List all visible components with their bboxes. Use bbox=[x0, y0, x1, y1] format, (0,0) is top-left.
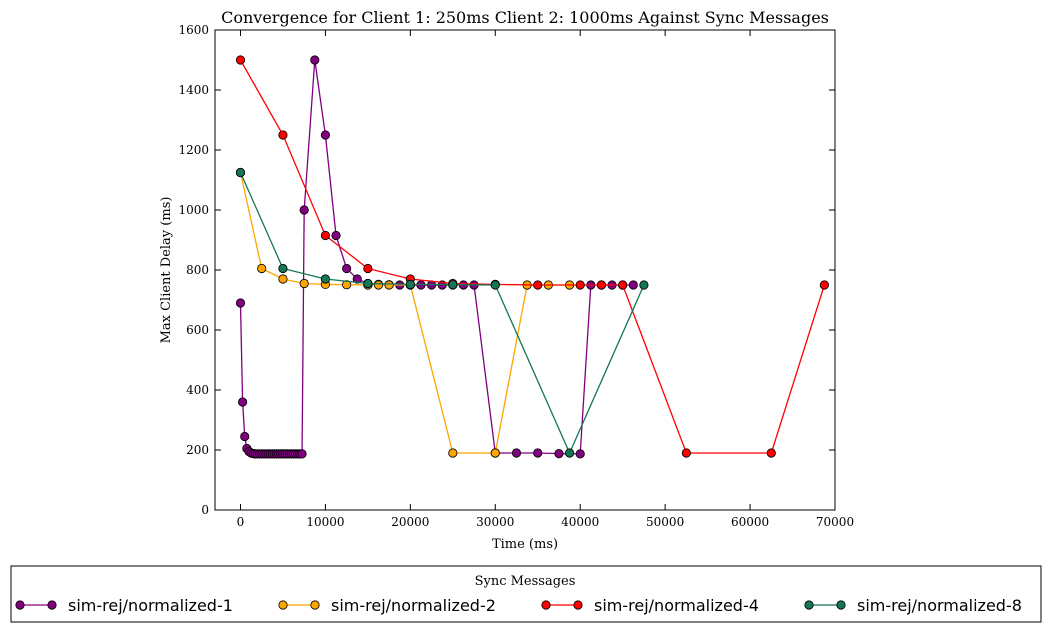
legend-marker bbox=[15, 600, 25, 610]
data-point-sim-rej-normalized-4 bbox=[596, 280, 607, 290]
data-point-sim-rej-normalized-8 bbox=[363, 278, 373, 289]
data-point-sim-rej-normalized-2 bbox=[448, 448, 458, 458]
plot-frame bbox=[214, 29, 836, 511]
y-tick-label: 800 bbox=[186, 263, 209, 277]
y-tick-label: 200 bbox=[186, 443, 209, 457]
data-point-sim-rej-normalized-2 bbox=[384, 280, 394, 290]
data-point-sim-rej-normalized-4 bbox=[320, 230, 331, 241]
x-tick-label: 70000 bbox=[816, 515, 854, 529]
legend-item-sim-rej-normalized-4: sim-rej/normalized-4 bbox=[541, 596, 759, 615]
y-axis: 0 200 400 600 800 1000 1200 1400 1600 bbox=[178, 23, 835, 517]
data-point-sim-rej-normalized-4 bbox=[278, 130, 288, 140]
legend-marker bbox=[541, 600, 551, 610]
legend-item-sim-rej-normalized-8: sim-rej/normalized-8 bbox=[804, 596, 1022, 615]
legend-label: sim-rej/normalized-2 bbox=[331, 596, 496, 615]
legend-marker bbox=[310, 600, 320, 610]
data-point-sim-rej-normalized-2 bbox=[257, 263, 267, 274]
data-point-sim-rej-normalized-4 bbox=[618, 280, 628, 290]
y-tick-label: 1400 bbox=[178, 83, 209, 97]
chart-title: Convergence for Client 1: 250ms Client 2… bbox=[221, 8, 829, 27]
data-point-sim-rej-normalized-2 bbox=[342, 280, 352, 290]
x-tick-label: 40000 bbox=[561, 515, 599, 529]
legend-box bbox=[10, 565, 1042, 623]
data-point-sim-rej-normalized-8 bbox=[235, 167, 246, 178]
data-point-sim-rej-normalized-1 bbox=[628, 280, 638, 290]
series-line-sim-rej-normalized-4 bbox=[239, 59, 825, 454]
data-point-sim-rej-normalized-4 bbox=[235, 55, 246, 65]
legend-marker bbox=[804, 600, 814, 610]
series-sim-rej-normalized-2 bbox=[235, 167, 575, 458]
data-point-sim-rej-normalized-8 bbox=[320, 274, 331, 284]
legend-item-sim-rej-normalized-2: sim-rej/normalized-2 bbox=[278, 596, 496, 615]
legend-label: sim-rej/normalized-4 bbox=[594, 596, 759, 615]
x-tick-label: 30000 bbox=[476, 515, 514, 529]
x-tick-label: 10000 bbox=[306, 515, 344, 529]
data-point-sim-rej-normalized-1 bbox=[342, 263, 352, 274]
x-tick-label: 60000 bbox=[731, 515, 769, 529]
y-axis-label: Max Client Delay (ms) bbox=[159, 197, 174, 344]
x-axis-label: Time (ms) bbox=[492, 537, 558, 552]
y-tick-label: 1600 bbox=[178, 23, 209, 37]
data-point-sim-rej-normalized-1 bbox=[533, 448, 543, 458]
data-point-sim-rej-normalized-1 bbox=[352, 274, 362, 284]
legend: Sync Messages sim-rej/normalized-1 sim-re… bbox=[10, 565, 1042, 623]
legend-marker bbox=[278, 600, 288, 610]
series-sim-rej-normalized-8 bbox=[235, 167, 649, 458]
data-point-sim-rej-normalized-1 bbox=[238, 397, 248, 407]
data-point-sim-rej-normalized-1 bbox=[320, 130, 331, 140]
x-tick-label: 50000 bbox=[646, 515, 684, 529]
y-tick-label: 1000 bbox=[178, 203, 209, 217]
y-tick-label: 0 bbox=[201, 503, 209, 517]
data-point-sim-rej-normalized-4 bbox=[363, 263, 373, 274]
data-point-sim-rej-normalized-1 bbox=[299, 205, 309, 215]
series-line-sim-rej-normalized-1 bbox=[239, 59, 634, 455]
series-line-sim-rej-normalized-2 bbox=[239, 172, 570, 454]
legend-marker bbox=[836, 600, 846, 610]
legend-marker bbox=[47, 600, 57, 610]
series-sim-rej-normalized-1 bbox=[235, 55, 638, 459]
data-point-sim-rej-normalized-1 bbox=[235, 298, 246, 308]
series-sim-rej-normalized-4 bbox=[235, 55, 829, 458]
data-point-sim-rej-normalized-2 bbox=[278, 274, 288, 284]
data-point-sim-rej-normalized-1 bbox=[575, 449, 585, 459]
data-point-sim-rej-normalized-1 bbox=[331, 230, 341, 241]
data-point-sim-rej-normalized-1 bbox=[240, 431, 250, 442]
x-axis: 0 10000 20000 30000 40000 50000 60000 70000 bbox=[237, 30, 854, 529]
data-point-sim-rej-normalized-1 bbox=[310, 55, 320, 65]
legend-title: Sync Messages bbox=[475, 574, 576, 589]
y-tick-label: 400 bbox=[186, 383, 209, 397]
x-tick-label: 0 bbox=[237, 515, 245, 529]
data-point-sim-rej-normalized-8 bbox=[639, 280, 649, 290]
data-point-sim-rej-normalized-8 bbox=[564, 448, 575, 458]
data-point-sim-rej-normalized-1 bbox=[554, 448, 564, 459]
data-point-sim-rej-normalized-4 bbox=[533, 280, 543, 290]
legend-marker bbox=[573, 600, 583, 610]
legend-label: sim-rej/normalized-8 bbox=[857, 596, 1022, 615]
data-point-sim-rej-normalized-4 bbox=[575, 280, 585, 290]
data-point-sim-rej-normalized-8 bbox=[278, 263, 288, 274]
data-point-sim-rej-normalized-4 bbox=[819, 280, 829, 290]
data-point-sim-rej-normalized-4 bbox=[681, 448, 691, 458]
data-point-sim-rej-normalized-8 bbox=[448, 280, 458, 290]
y-tick-label: 600 bbox=[186, 323, 209, 337]
data-point-sim-rej-normalized-8 bbox=[405, 279, 415, 289]
data-point-sim-rej-normalized-2 bbox=[299, 278, 309, 289]
data-point-sim-rej-normalized-1 bbox=[511, 448, 522, 458]
y-tick-label: 1200 bbox=[178, 143, 209, 157]
data-point-sim-rej-normalized-4 bbox=[766, 448, 776, 458]
x-tick-label: 20000 bbox=[391, 515, 429, 529]
plot-area bbox=[235, 55, 829, 459]
data-point-sim-rej-normalized-1 bbox=[297, 449, 307, 459]
legend-item-sim-rej-normalized-1: sim-rej/normalized-1 bbox=[15, 596, 233, 615]
data-point-sim-rej-normalized-2 bbox=[373, 280, 384, 290]
data-point-sim-rej-normalized-2 bbox=[490, 448, 500, 458]
data-point-sim-rej-normalized-8 bbox=[490, 280, 500, 290]
legend-label: sim-rej/normalized-1 bbox=[68, 596, 233, 615]
